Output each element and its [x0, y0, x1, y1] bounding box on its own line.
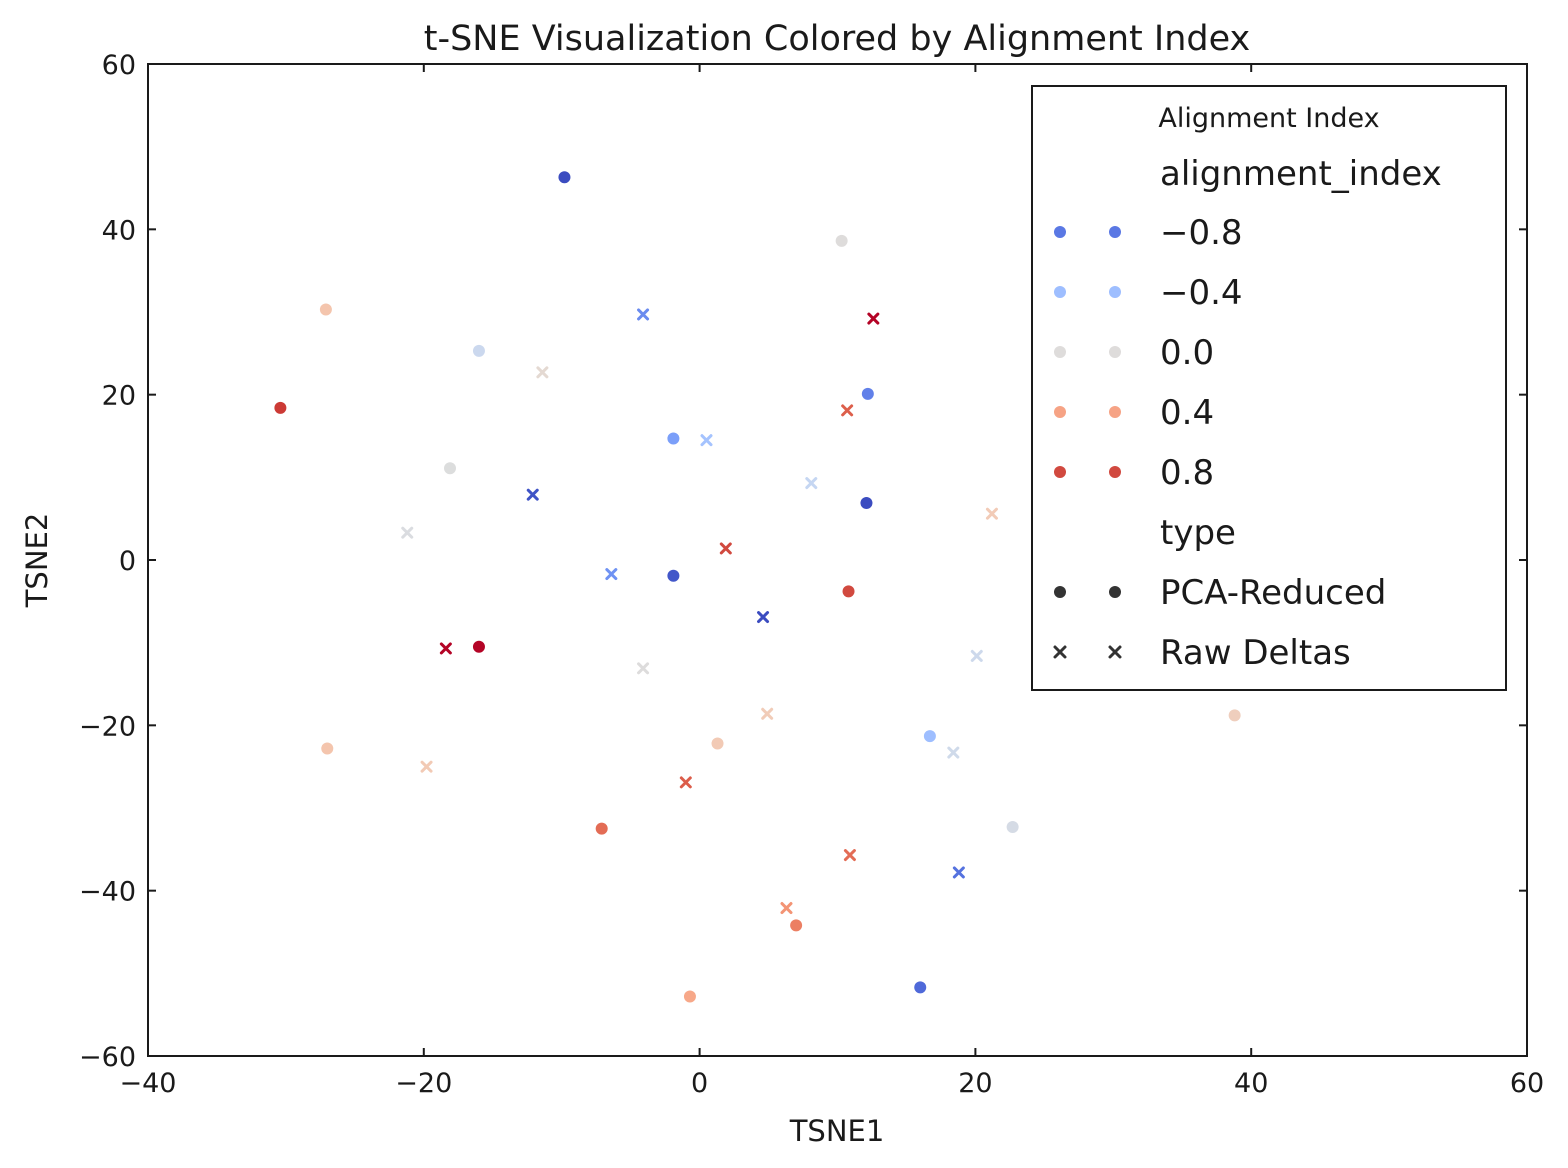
- legend: Alignment Index alignment_index −0.8 −0.…: [1031, 85, 1507, 691]
- legend-entry-label: −0.4: [1160, 273, 1243, 313]
- legend-x-marker-left: [1053, 645, 1067, 659]
- data-point-raw-deltas: [761, 707, 774, 720]
- data-point-raw-deltas: [637, 662, 650, 675]
- data-point-raw-deltas: [637, 308, 650, 321]
- data-point-pca-reduced: [861, 387, 874, 400]
- data-point-pca-reduced: [790, 919, 803, 932]
- legend-entry-style-1: Raw Deltas: [1053, 633, 1351, 673]
- data-point-raw-deltas: [700, 434, 713, 447]
- legend-circle-marker-right: [1109, 586, 1121, 598]
- x-axis-label: TSNE1: [789, 1114, 885, 1148]
- data-point-pca-reduced: [914, 981, 927, 994]
- data-point-pca-reduced: [923, 730, 936, 743]
- data-point-pca-reduced: [321, 742, 334, 755]
- legend-swatch-left: [1054, 406, 1066, 418]
- legend-entry-hue-4: 0.8: [1054, 453, 1214, 493]
- x-tick-label: 40: [1234, 1068, 1268, 1099]
- y-tick-label: 20: [102, 381, 136, 412]
- data-point-raw-deltas: [526, 488, 539, 501]
- data-point-pca-reduced: [444, 462, 457, 475]
- x-tick-label: −40: [120, 1068, 177, 1099]
- data-point-raw-deltas: [952, 866, 965, 879]
- data-point-raw-deltas: [757, 611, 770, 624]
- data-point-pca-reduced: [842, 585, 855, 598]
- x-tick-label: 0: [691, 1068, 708, 1099]
- legend-entry-hue-1: −0.4: [1054, 273, 1243, 313]
- legend-x-marker-right: [1108, 645, 1122, 659]
- legend-swatch-right: [1109, 466, 1121, 478]
- data-point-pca-reduced: [667, 432, 680, 445]
- y-tick-label: 0: [119, 546, 136, 577]
- legend-swatch-right: [1109, 226, 1121, 238]
- data-point-pca-reduced: [667, 569, 680, 582]
- data-point-raw-deltas: [841, 404, 854, 417]
- data-point-raw-deltas: [536, 366, 549, 379]
- legend-entry-hue-0: −0.8: [1054, 213, 1243, 253]
- legend-entry-style-0: PCA-Reduced: [1054, 573, 1386, 613]
- legend-swatch-left: [1054, 226, 1066, 238]
- x-tick-label: 60: [1510, 1068, 1544, 1099]
- data-point-raw-deltas: [679, 776, 692, 789]
- data-point-raw-deltas: [947, 746, 960, 759]
- data-point-pca-reduced: [558, 171, 571, 184]
- legend-swatch-left: [1054, 286, 1066, 298]
- data-point-pca-reduced: [595, 822, 608, 835]
- legend-entry-label: 0.8: [1160, 453, 1214, 493]
- legend-entry-label: −0.8: [1160, 213, 1243, 253]
- data-point-raw-deltas: [719, 542, 732, 555]
- legend-swatch-right: [1109, 346, 1121, 358]
- legend-style-heading: type: [1160, 513, 1236, 553]
- legend-circle-marker-left: [1054, 586, 1066, 598]
- data-point-raw-deltas: [970, 649, 983, 662]
- legend-hue-heading: alignment_index: [1160, 154, 1442, 194]
- y-tick-label: −60: [79, 1042, 136, 1073]
- data-point-raw-deltas: [401, 526, 414, 539]
- legend-swatch-right: [1109, 286, 1121, 298]
- y-axis-label: TSNE2: [20, 513, 54, 609]
- data-point-pca-reduced: [860, 496, 873, 509]
- legend-entry-label: Raw Deltas: [1160, 633, 1351, 673]
- data-points: [274, 171, 1241, 1003]
- data-point-pca-reduced: [472, 640, 485, 653]
- data-point-raw-deltas: [985, 507, 998, 520]
- data-point-pca-reduced: [711, 737, 724, 750]
- legend-entry-label: 0.4: [1160, 393, 1214, 433]
- y-tick-label: −20: [79, 711, 136, 742]
- data-point-pca-reduced: [1228, 709, 1241, 722]
- data-point-raw-deltas: [439, 642, 452, 655]
- plot-frame: [147, 63, 1528, 1057]
- legend-swatch-right: [1109, 406, 1121, 418]
- y-tick-label: 60: [102, 50, 136, 81]
- data-point-raw-deltas: [420, 760, 433, 773]
- legend-entry-label: PCA-Reduced: [1160, 573, 1386, 613]
- legend-swatch-left: [1054, 346, 1066, 358]
- data-point-raw-deltas: [605, 568, 618, 581]
- data-point-pca-reduced: [683, 990, 696, 1003]
- y-tick-label: −40: [79, 877, 136, 908]
- data-point-pca-reduced: [1006, 821, 1019, 834]
- data-point-raw-deltas: [805, 477, 818, 490]
- data-point-pca-reduced: [274, 401, 287, 414]
- data-point-raw-deltas: [780, 902, 793, 915]
- data-point-pca-reduced: [472, 344, 485, 357]
- legend-entry-label: 0.0: [1160, 333, 1214, 373]
- data-point-raw-deltas: [843, 849, 856, 862]
- y-tick-label: 40: [102, 215, 136, 246]
- legend-swatch-left: [1054, 466, 1066, 478]
- data-point-pca-reduced: [835, 234, 848, 247]
- x-tick-label: −20: [395, 1068, 452, 1099]
- chart-title: t-SNE Visualization Colored by Alignment…: [424, 19, 1251, 59]
- legend-entry-hue-2: 0.0: [1054, 333, 1214, 373]
- legend-entry-hue-3: 0.4: [1054, 393, 1214, 433]
- legend-title: Alignment Index: [1158, 103, 1379, 134]
- x-tick-label: 20: [958, 1068, 992, 1099]
- data-point-raw-deltas: [867, 312, 880, 325]
- data-point-pca-reduced: [319, 303, 332, 316]
